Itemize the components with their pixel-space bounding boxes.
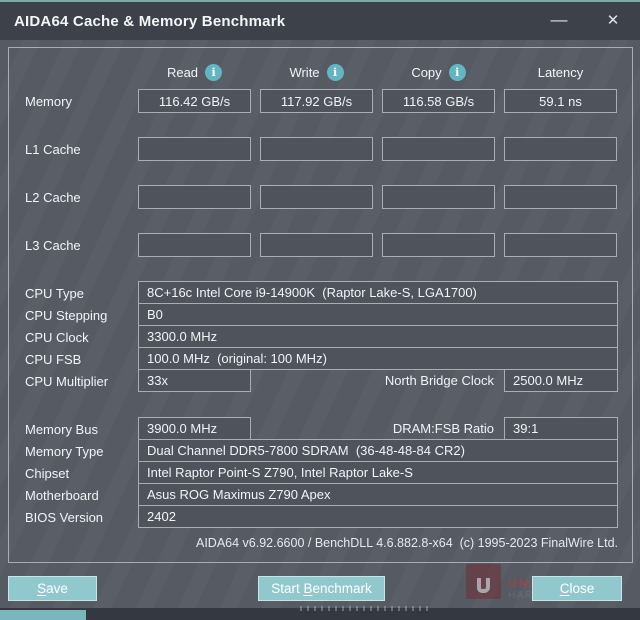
background-window-teal-segment (0, 610, 86, 620)
label-chipset: Chipset (25, 465, 70, 481)
l2-write-field (260, 185, 373, 209)
l2-read-field (138, 185, 251, 209)
dram-fsb-ratio-field: 39:1 (504, 417, 618, 440)
label-memory-type: Memory Type (25, 443, 104, 459)
l3-write-field (260, 233, 373, 257)
row-label-l1-cache: L1 Cache (25, 141, 81, 157)
label-cpu-clock: CPU Clock (25, 329, 89, 345)
bios-version-field: 2402 (138, 505, 618, 528)
window-top-accent (0, 0, 640, 2)
row-label-memory: Memory (25, 93, 72, 109)
memory-latency-field: 59.1 ns (504, 89, 617, 113)
label-north-bridge-clock: North Bridge Clock (384, 373, 494, 388)
label-bios-version: BIOS Version (25, 509, 104, 525)
label-cpu-stepping: CPU Stepping (25, 307, 108, 323)
chipset-field: Intel Raptor Point-S Z790, Intel Raptor … (138, 461, 618, 484)
l3-read-field (138, 233, 251, 257)
write-info-icon[interactable]: i (326, 63, 344, 81)
background-window-text-fragment (300, 606, 430, 611)
background-window-edge (0, 608, 640, 620)
window-title: AIDA64 Cache & Memory Benchmark (14, 12, 286, 30)
cpu-multiplier-field: 33x (138, 369, 251, 392)
l2-latency-field (504, 185, 617, 209)
label-cpu-fsb: CPU FSB (25, 351, 82, 367)
column-header-write: Write i (260, 61, 373, 83)
minimize-icon: — (550, 10, 568, 29)
minimize-button[interactable]: — (543, 8, 575, 32)
memory-bus-field: 3900.0 MHz (138, 417, 251, 440)
memory-copy-field: 116.58 GB/s (382, 89, 495, 113)
l2-copy-field (382, 185, 495, 209)
label-cpu-multiplier: CPU Multiplier (25, 373, 109, 389)
column-header-read: Read i (138, 61, 251, 83)
label-dram-fsb-ratio: DRAM:FSB Ratio (392, 421, 494, 436)
north-bridge-clock-field: 2500.0 MHz (504, 369, 618, 392)
memory-read-field: 116.42 GB/s (138, 89, 251, 113)
content-panel (8, 47, 633, 563)
row-label-l2-cache: L2 Cache (25, 189, 81, 205)
cpu-stepping-field: B0 (138, 303, 618, 326)
cpu-type-field: 8C+16c Intel Core i9-14900K (Raptor Lake… (138, 281, 618, 304)
read-info-icon[interactable]: i (205, 63, 223, 81)
titlebar[interactable]: AIDA64 Cache & Memory Benchmark (0, 2, 640, 40)
row-label-l3-cache: L3 Cache (25, 237, 81, 253)
motherboard-field: Asus ROG Maximus Z790 Apex (138, 483, 618, 506)
close-icon: ✕ (606, 12, 620, 29)
label-motherboard: Motherboard (25, 487, 99, 503)
memory-write-field: 117.92 GB/s (260, 89, 373, 113)
l1-copy-field (382, 137, 495, 161)
l1-latency-field (504, 137, 617, 161)
column-header-copy: Copy i (382, 61, 495, 83)
label-cpu-type: CPU Type (25, 285, 85, 301)
l3-latency-field (504, 233, 617, 257)
column-header-latency: Latency (537, 64, 584, 80)
close-window-button[interactable]: ✕ (597, 8, 629, 32)
memory-type-field: Dual Channel DDR5-7800 SDRAM (36-48-48-8… (138, 439, 618, 462)
l3-copy-field (382, 233, 495, 257)
l1-write-field (260, 137, 373, 161)
label-memory-bus: Memory Bus (25, 421, 98, 437)
l1-read-field (138, 137, 251, 161)
cpu-fsb-field: 100.0 MHz (original: 100 MHz) (138, 347, 618, 370)
cpu-clock-field: 3300.0 MHz (138, 325, 618, 348)
version-credit-text: AIDA64 v6.92.6600 / BenchDLL 4.6.882.8-x… (195, 536, 618, 550)
uniko-logo-icon (466, 564, 501, 599)
copy-info-icon[interactable]: i (448, 63, 466, 81)
